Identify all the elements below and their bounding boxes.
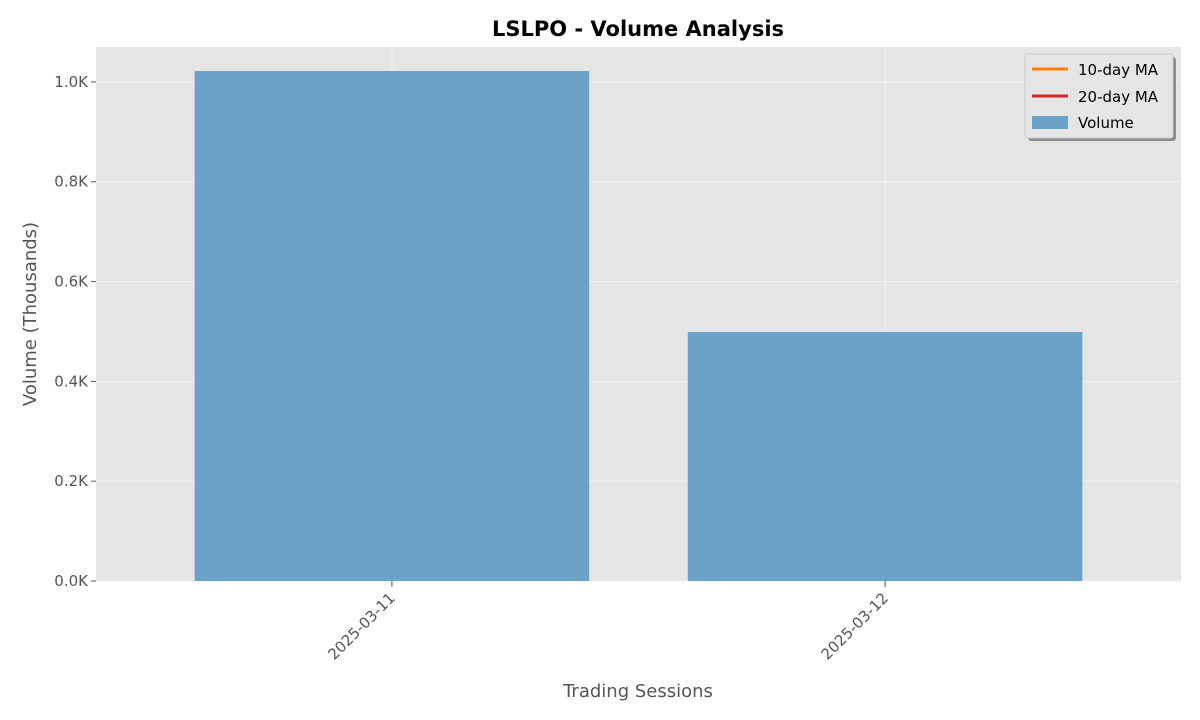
chart-title: LSLPO - Volume Analysis: [492, 17, 784, 41]
bars-layer: [194, 70, 1083, 581]
x-tick-label: 2025-03-12: [818, 589, 892, 663]
y-tick-label: 0.0K: [54, 572, 89, 590]
x-tick-label: 2025-03-11: [324, 589, 398, 663]
y-tick-label: 0.8K: [54, 173, 89, 191]
legend-label-20-day-ma: 20-day MA: [1078, 88, 1159, 106]
legend-label-10-day-ma: 10-day MA: [1078, 61, 1159, 79]
y-tick-label: 0.2K: [54, 472, 89, 490]
legend: 10-day MA 20-day MA Volume: [1024, 53, 1176, 141]
legend-patch-volume: [1032, 116, 1068, 129]
y-axis-label: Volume (Thousands): [20, 222, 41, 406]
y-tick-label: 1.0K: [54, 73, 89, 91]
y-tick-label: 0.6K: [54, 273, 89, 291]
x-axis-label: Trading Sessions: [562, 681, 713, 702]
legend-label-volume: Volume: [1078, 114, 1134, 132]
volume-bar: [687, 331, 1083, 581]
volume-bar: [194, 70, 590, 581]
y-tick-label: 0.4K: [54, 372, 89, 390]
